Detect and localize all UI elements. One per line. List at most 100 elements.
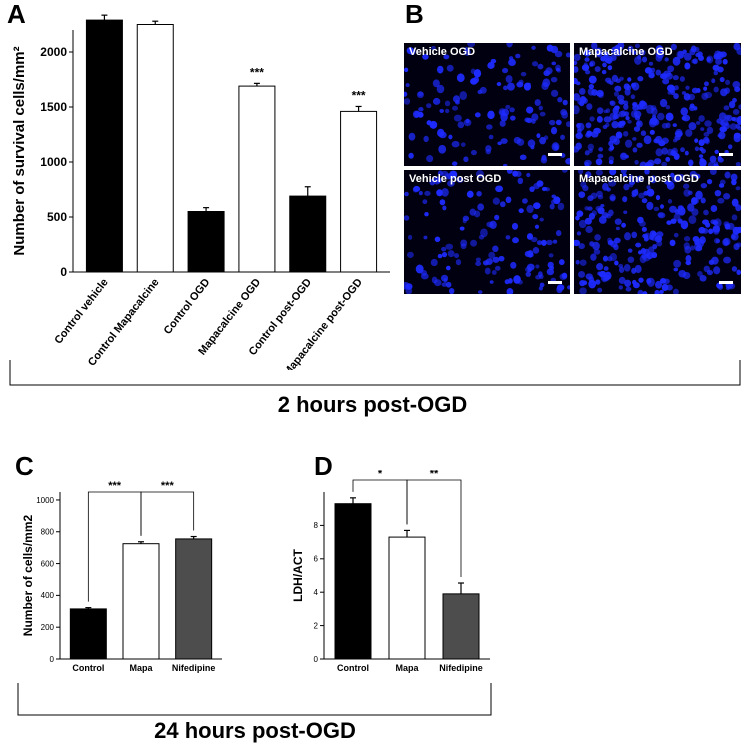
nucleus bbox=[643, 190, 649, 196]
nucleus bbox=[703, 131, 710, 137]
nucleus bbox=[723, 193, 731, 200]
nucleus bbox=[641, 56, 648, 63]
nucleus bbox=[644, 67, 653, 74]
nucleus bbox=[546, 268, 555, 276]
nucleus bbox=[532, 247, 540, 254]
nucleus bbox=[517, 177, 524, 185]
nucleus bbox=[634, 159, 639, 165]
nucleus bbox=[477, 203, 485, 211]
y-tick-label: 4 bbox=[314, 588, 319, 597]
nucleus bbox=[646, 201, 654, 211]
nucleus bbox=[680, 107, 689, 116]
nucleus bbox=[704, 81, 709, 87]
nucleus bbox=[698, 55, 704, 61]
nucleus bbox=[512, 170, 519, 177]
nucleus bbox=[436, 65, 444, 74]
nucleus bbox=[698, 115, 705, 122]
nucleus bbox=[673, 267, 679, 272]
nucleus bbox=[459, 91, 468, 101]
nucleus bbox=[664, 57, 669, 62]
nucleus bbox=[448, 134, 453, 140]
nucleus bbox=[467, 43, 476, 48]
nucleus bbox=[578, 271, 586, 278]
nucleus bbox=[529, 186, 535, 193]
y-tick-label: 1500 bbox=[40, 100, 67, 114]
nucleus bbox=[527, 250, 534, 258]
nucleus bbox=[541, 154, 547, 161]
nucleus bbox=[417, 91, 424, 97]
nucleus bbox=[685, 260, 692, 266]
nucleus bbox=[548, 119, 556, 126]
nucleus bbox=[618, 285, 623, 290]
nucleus bbox=[655, 148, 663, 157]
nucleus bbox=[689, 245, 695, 251]
nucleus bbox=[709, 170, 717, 175]
nucleus bbox=[709, 155, 717, 163]
nucleus bbox=[554, 145, 559, 151]
nucleus bbox=[579, 100, 585, 107]
nucleus bbox=[698, 139, 705, 147]
nucleus bbox=[605, 214, 612, 219]
y-tick-label: 1000 bbox=[40, 155, 67, 169]
nucleus bbox=[711, 78, 716, 84]
nucleus bbox=[550, 45, 559, 54]
nucleus bbox=[509, 115, 516, 121]
nucleus bbox=[683, 189, 691, 197]
nucleus bbox=[669, 205, 677, 213]
nucleus bbox=[619, 76, 624, 81]
nucleus bbox=[447, 250, 455, 258]
significance-label: *** bbox=[108, 480, 122, 492]
nucleus bbox=[434, 236, 441, 243]
nucleus bbox=[488, 251, 496, 259]
nucleus bbox=[531, 45, 536, 50]
nucleus bbox=[644, 161, 653, 166]
micrograph-mapacalcine-post-ogd: Mapacalcine post OGD bbox=[574, 170, 741, 294]
nucleus bbox=[623, 130, 629, 137]
nucleus bbox=[620, 170, 627, 175]
y-tick-label: 1000 bbox=[36, 496, 54, 505]
nucleus bbox=[596, 263, 604, 271]
nucleus bbox=[608, 179, 617, 187]
nucleus bbox=[622, 173, 627, 177]
nucleus bbox=[441, 187, 449, 197]
nucleus bbox=[695, 121, 701, 125]
y-tick-label: 600 bbox=[41, 559, 55, 568]
nucleus bbox=[706, 269, 713, 276]
nucleus bbox=[633, 126, 641, 132]
nucleus bbox=[717, 157, 724, 163]
nucleus bbox=[447, 180, 455, 187]
nucleus bbox=[584, 159, 592, 166]
nucleus bbox=[498, 255, 505, 262]
nucleus bbox=[526, 172, 531, 178]
nucleus bbox=[460, 243, 467, 250]
nucleus bbox=[405, 83, 410, 87]
nucleus bbox=[714, 189, 722, 197]
nucleus bbox=[660, 204, 665, 209]
group-bracket-24h bbox=[17, 683, 492, 716]
nucleus bbox=[550, 89, 559, 98]
nucleus bbox=[695, 52, 701, 58]
nucleus bbox=[643, 135, 652, 145]
nucleus bbox=[665, 122, 671, 129]
nucleus bbox=[680, 147, 685, 153]
nucleus bbox=[642, 233, 649, 239]
nucleus bbox=[489, 280, 494, 284]
nucleus bbox=[574, 66, 579, 73]
nucleus bbox=[711, 256, 719, 265]
nucleus bbox=[408, 132, 416, 141]
nucleus bbox=[655, 194, 661, 201]
nucleus bbox=[710, 204, 718, 213]
nucleus bbox=[713, 266, 721, 275]
category-label: Control OGD bbox=[162, 276, 213, 336]
nucleus bbox=[560, 134, 565, 140]
nucleus bbox=[618, 276, 626, 285]
category-label: Mapa bbox=[129, 663, 153, 673]
nucleus bbox=[722, 238, 730, 247]
nucleus bbox=[684, 150, 689, 156]
nucleus bbox=[475, 170, 484, 179]
significance-label: *** bbox=[352, 88, 366, 102]
nucleus bbox=[551, 61, 557, 66]
nucleus bbox=[731, 198, 739, 207]
nucleus bbox=[530, 236, 538, 243]
nucleus bbox=[445, 243, 454, 250]
